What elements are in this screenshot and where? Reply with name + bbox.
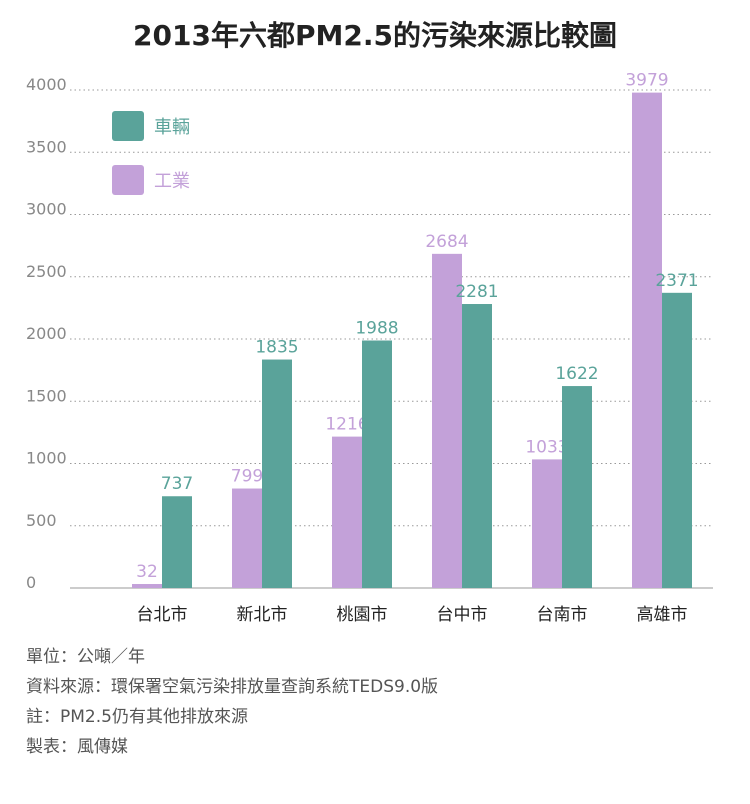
bar-車輛-台中市: [462, 304, 492, 588]
chart-title: 2013年六都PM2.5的污染來源比較圖: [133, 19, 617, 52]
y-tick-label-4000: 4000: [26, 75, 67, 94]
x-tick-label-台中市: 台中市: [437, 605, 488, 625]
chart-notes: 單位：公噸／年 資料來源：環保署空氣污染排放量查詢系統TEDS9.0版 註：PM…: [26, 642, 438, 762]
x-tick-label-桃園市: 桃園市: [337, 605, 388, 625]
legend-label-車輛: 車輛: [154, 117, 190, 138]
data-label-車輛-台北市: 737: [161, 474, 193, 494]
bar-工業-新北市: [232, 488, 262, 588]
y-tick-label-3500: 3500: [26, 137, 67, 156]
y-tick-label-0: 0: [26, 573, 36, 592]
data-label-工業-台北市: 32: [136, 562, 158, 582]
bar-工業-台南市: [532, 459, 562, 588]
data-label-車輛-桃園市: 1988: [355, 318, 398, 338]
y-tick-label-3000: 3000: [26, 200, 67, 219]
bar-車輛-台北市: [162, 496, 192, 588]
x-tick-label-台南市: 台南市: [537, 605, 588, 625]
x-tick-label-新北市: 新北市: [237, 605, 288, 625]
unit-note: 單位：公噸／年: [26, 647, 145, 667]
data-label-工業-桃園市: 1216: [325, 415, 368, 435]
data-label-工業-台南市: 1033: [525, 437, 568, 457]
bar-車輛-新北市: [262, 359, 292, 588]
y-tick-label-1000: 1000: [26, 449, 67, 468]
data-label-車輛-台中市: 2281: [455, 282, 498, 302]
bar-車輛-高雄市: [662, 292, 692, 588]
bar-工業-高雄市: [632, 92, 662, 588]
y-tick-label-2500: 2500: [26, 262, 67, 281]
legend-swatch-車輛: [112, 111, 144, 141]
bar-車輛-台南市: [562, 386, 592, 588]
data-label-車輛-新北市: 1835: [255, 338, 298, 358]
bar-chart: 0 500 1000 1500 2000 2500 3000 3500 4000 32 737 台北市…: [26, 71, 713, 625]
legend-label-工業: 工業: [154, 171, 190, 192]
data-label-工業-台中市: 2684: [425, 232, 468, 252]
source-note: 資料來源：環保署空氣污染排放量查詢系統TEDS9.0版: [26, 677, 439, 697]
legend-swatch-工業: [112, 165, 144, 195]
bar-車輛-桃園市: [362, 340, 392, 588]
bar-工業-台北市: [132, 584, 162, 588]
remark-note: 註：PM2.5仍有其他排放來源: [26, 707, 248, 727]
x-tick-label-高雄市: 高雄市: [637, 605, 688, 625]
y-tick-label-500: 500: [26, 511, 57, 530]
y-tick-label-2000: 2000: [26, 324, 67, 343]
x-tick-label-台北市: 台北市: [137, 605, 188, 625]
data-label-車輛-台南市: 1622: [555, 364, 598, 384]
data-label-工業-新北市: 799: [231, 467, 263, 487]
bar-工業-台中市: [432, 253, 462, 589]
y-tick-label-1500: 1500: [26, 386, 67, 405]
data-label-車輛-高雄市: 2371: [655, 271, 698, 291]
bar-工業-桃園市: [332, 436, 362, 588]
credit-note: 製表：風傳媒: [26, 737, 128, 757]
data-label-工業-高雄市: 3979: [625, 71, 668, 91]
